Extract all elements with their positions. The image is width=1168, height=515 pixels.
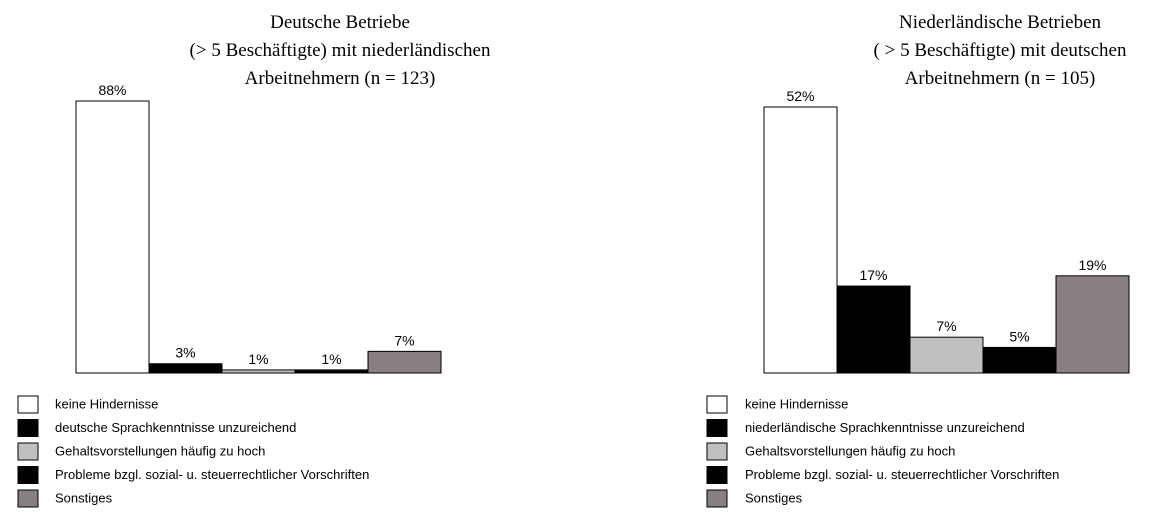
legend-label: keine Hindernisse <box>55 396 158 411</box>
legend-label: Probleme bzgl. sozial- u. steuerrechtlic… <box>745 467 1059 482</box>
bar <box>75 100 150 374</box>
value-label: 19% <box>1078 257 1106 273</box>
legend-label: Probleme bzgl. sozial- u. steuerrechtlic… <box>55 467 369 482</box>
bar <box>982 346 1057 374</box>
value-label: 17% <box>859 267 887 283</box>
legend-swatch <box>706 489 728 508</box>
bar <box>148 363 223 374</box>
value-label: 1% <box>321 351 341 367</box>
bar <box>221 369 296 374</box>
chart-title: Arbeitnehmern (n = 105) <box>905 68 1096 89</box>
legend-swatch <box>17 442 39 461</box>
bar <box>294 369 369 374</box>
value-label: 88% <box>98 82 126 98</box>
legend-swatch <box>17 395 39 414</box>
legend-label: deutsche Sprachkenntnisse unzureichend <box>55 420 296 435</box>
value-label: 7% <box>394 332 414 348</box>
legend-swatch <box>706 395 728 414</box>
bar <box>1055 275 1130 374</box>
legend-label: keine Hindernisse <box>745 396 848 411</box>
bar <box>763 106 838 374</box>
value-label: 7% <box>936 318 956 334</box>
legend-swatch <box>17 489 39 508</box>
value-label: 1% <box>248 351 268 367</box>
chart-title: (> 5 Beschäftigte) mit niederländischen <box>190 40 491 61</box>
bar <box>836 285 911 374</box>
legend-label: niederländische Sprachkenntnisse unzurei… <box>745 420 1025 435</box>
legend-swatch <box>706 466 728 484</box>
legend-label: Gehaltsvorstellungen häufig zu hoch <box>55 443 265 458</box>
bar <box>367 350 442 374</box>
legend-swatch <box>706 419 728 437</box>
chart-title: Niederländische Betrieben <box>899 12 1102 33</box>
bar <box>909 336 984 374</box>
legend-label: Sonstiges <box>55 490 113 505</box>
chart-title: Deutsche Betriebe <box>270 12 410 33</box>
legend-swatch <box>17 466 39 484</box>
legend-swatch <box>706 442 728 461</box>
value-label: 5% <box>1009 328 1029 344</box>
value-label: 52% <box>786 88 814 104</box>
chart-title: Arbeitnehmern (n = 123) <box>245 68 436 89</box>
value-label: 3% <box>175 345 195 361</box>
legend-swatch <box>17 419 39 437</box>
legend-label: Gehaltsvorstellungen häufig zu hoch <box>745 443 955 458</box>
legend-label: Sonstiges <box>745 490 803 505</box>
chart-title: ( > 5 Beschäftigte) mit deutschen <box>874 40 1127 61</box>
